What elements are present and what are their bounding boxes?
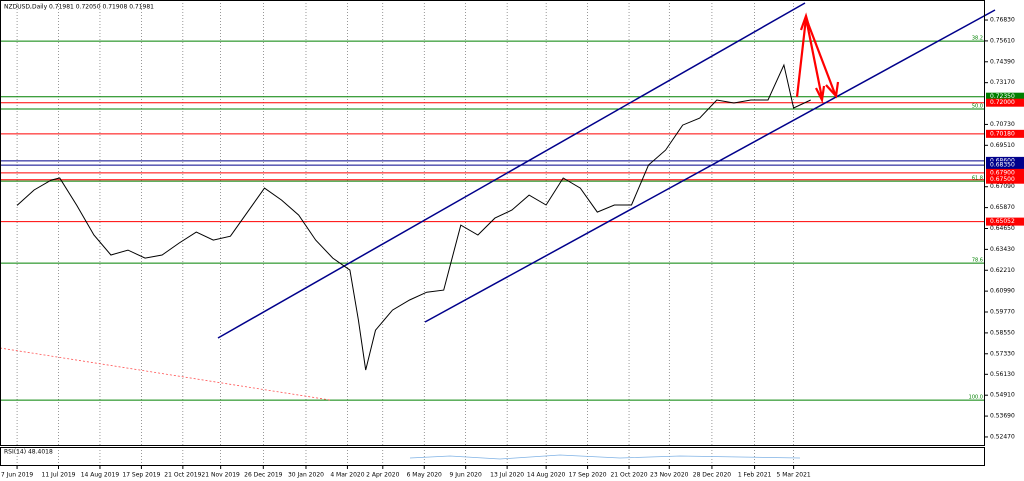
x-tick-label: 26 Dec 2019 [244, 472, 283, 479]
x-tick-label: 7 Jun 2019 [1, 472, 33, 479]
price-level-label: 0.67500 [990, 176, 1015, 183]
x-tick-label: 21 Oct 2020 [610, 472, 647, 479]
price-level-label: 0.68600 [990, 157, 1015, 164]
price-level-label: 0.68350 [990, 162, 1015, 169]
y-tick-label: 0.57330 [990, 350, 1015, 357]
x-tick-label: 9 Jun 2020 [450, 472, 482, 479]
grid-layer [16, 0, 794, 465]
price-level-label: 0.72350 [990, 93, 1015, 100]
x-tick-label: 21 Oct 2019 [164, 472, 201, 479]
x-tick-label: 2 Apr 2020 [366, 472, 399, 479]
y-tick-label: 0.52470 [990, 433, 1015, 440]
fib-level-label: 100.0 [969, 395, 983, 401]
price-line [16, 63, 811, 371]
x-tick-label: 5 Mar 2021 [776, 472, 810, 479]
series-layer [16, 63, 811, 371]
price-level-tag [986, 175, 1024, 184]
fib-level-label: 61.8 [972, 176, 983, 182]
x-tick-label: 23 Nov 2020 [650, 472, 689, 479]
x-tick-label: 30 Jan 2020 [288, 472, 324, 479]
y-tick-label: 0.64650 [990, 225, 1015, 232]
y-tick-label: 0.56130 [990, 371, 1015, 378]
x-tick-label: 11 Jul 2019 [42, 472, 76, 479]
price-level-tag [986, 168, 1024, 177]
y-tick-label: 0.75610 [990, 37, 1015, 44]
chart-title: NZDUSD,Daily 0.71981 0.72050 0.71908 0.7… [4, 4, 154, 11]
arrows [795, 12, 840, 104]
y-tick-label: 0.53690 [990, 413, 1015, 420]
y-tick-label: 0.74390 [990, 58, 1015, 65]
price-level-tag [986, 217, 1024, 226]
x-tick-label: 14 Aug 2019 [81, 472, 120, 479]
y-tick-label: 0.60990 [990, 288, 1015, 295]
axes-layer: 0.76830 0.75610 0.74390 0.73170 0.70730 0.695… [1, 17, 1024, 479]
y-tick-label: 0.65870 [990, 204, 1015, 211]
x-tick-label: 17 Sep 2019 [122, 472, 160, 479]
arrow-head [815, 85, 826, 104]
x-tick-label: 28 Dec 2020 [693, 472, 732, 479]
x-tick-label: 14 Aug 2020 [527, 472, 566, 479]
fib-level-label: 50.0 [972, 104, 983, 110]
plot-frame [0, 0, 985, 446]
y-tick-label: 0.59770 [990, 309, 1015, 316]
arrow-head [825, 81, 840, 99]
y-tick-label: 0.70730 [990, 121, 1015, 128]
arrow-path [804, 17, 837, 95]
x-tick-label: 21 Nov 2019 [201, 472, 240, 479]
price-level-label: 0.72000 [990, 99, 1015, 106]
price-level-tag [986, 161, 1024, 170]
y-tick-label: 0.76830 [990, 17, 1015, 24]
price-level-tag [986, 156, 1024, 165]
levels-layer [0, 40, 985, 401]
y-tick-label: 0.58550 [990, 329, 1015, 336]
price-level-tag [986, 129, 1024, 138]
y-tick-label: 0.73170 [990, 79, 1015, 86]
indicator-line [409, 454, 801, 460]
indicator-label: RSI(14) 48.4018 [4, 449, 53, 456]
channel-upper [217, 2, 806, 339]
price-level-label: 0.70180 [990, 130, 1015, 137]
price-level-tag [986, 92, 1024, 101]
arrow-head [799, 12, 812, 31]
y-tick-label: 0.69510 [990, 142, 1015, 149]
y-tick-label: 0.54910 [990, 392, 1015, 399]
indicator-frame [0, 447, 985, 466]
x-tick-label: 1 Feb 2021 [738, 472, 772, 479]
x-tick-label: 13 Jul 2020 [490, 472, 524, 479]
y-tick-label: 0.67090 [990, 183, 1015, 190]
fib-level-label: 78.6 [972, 258, 983, 264]
x-tick-label: 17 Sep 2020 [569, 472, 607, 479]
y-tick-label: 0.63430 [990, 246, 1015, 253]
price-level-label: 0.65052 [990, 218, 1015, 225]
x-tick-label: 6 May 2020 [407, 472, 442, 479]
y-tick-label: 0.62210 [990, 267, 1015, 274]
fib-level-label: 38.2 [972, 36, 983, 42]
channel-lower [424, 9, 996, 323]
x-tick-label: 4 Mar 2020 [330, 472, 364, 479]
price-level-tag [986, 98, 1024, 107]
price-level-label: 0.67900 [990, 169, 1015, 176]
